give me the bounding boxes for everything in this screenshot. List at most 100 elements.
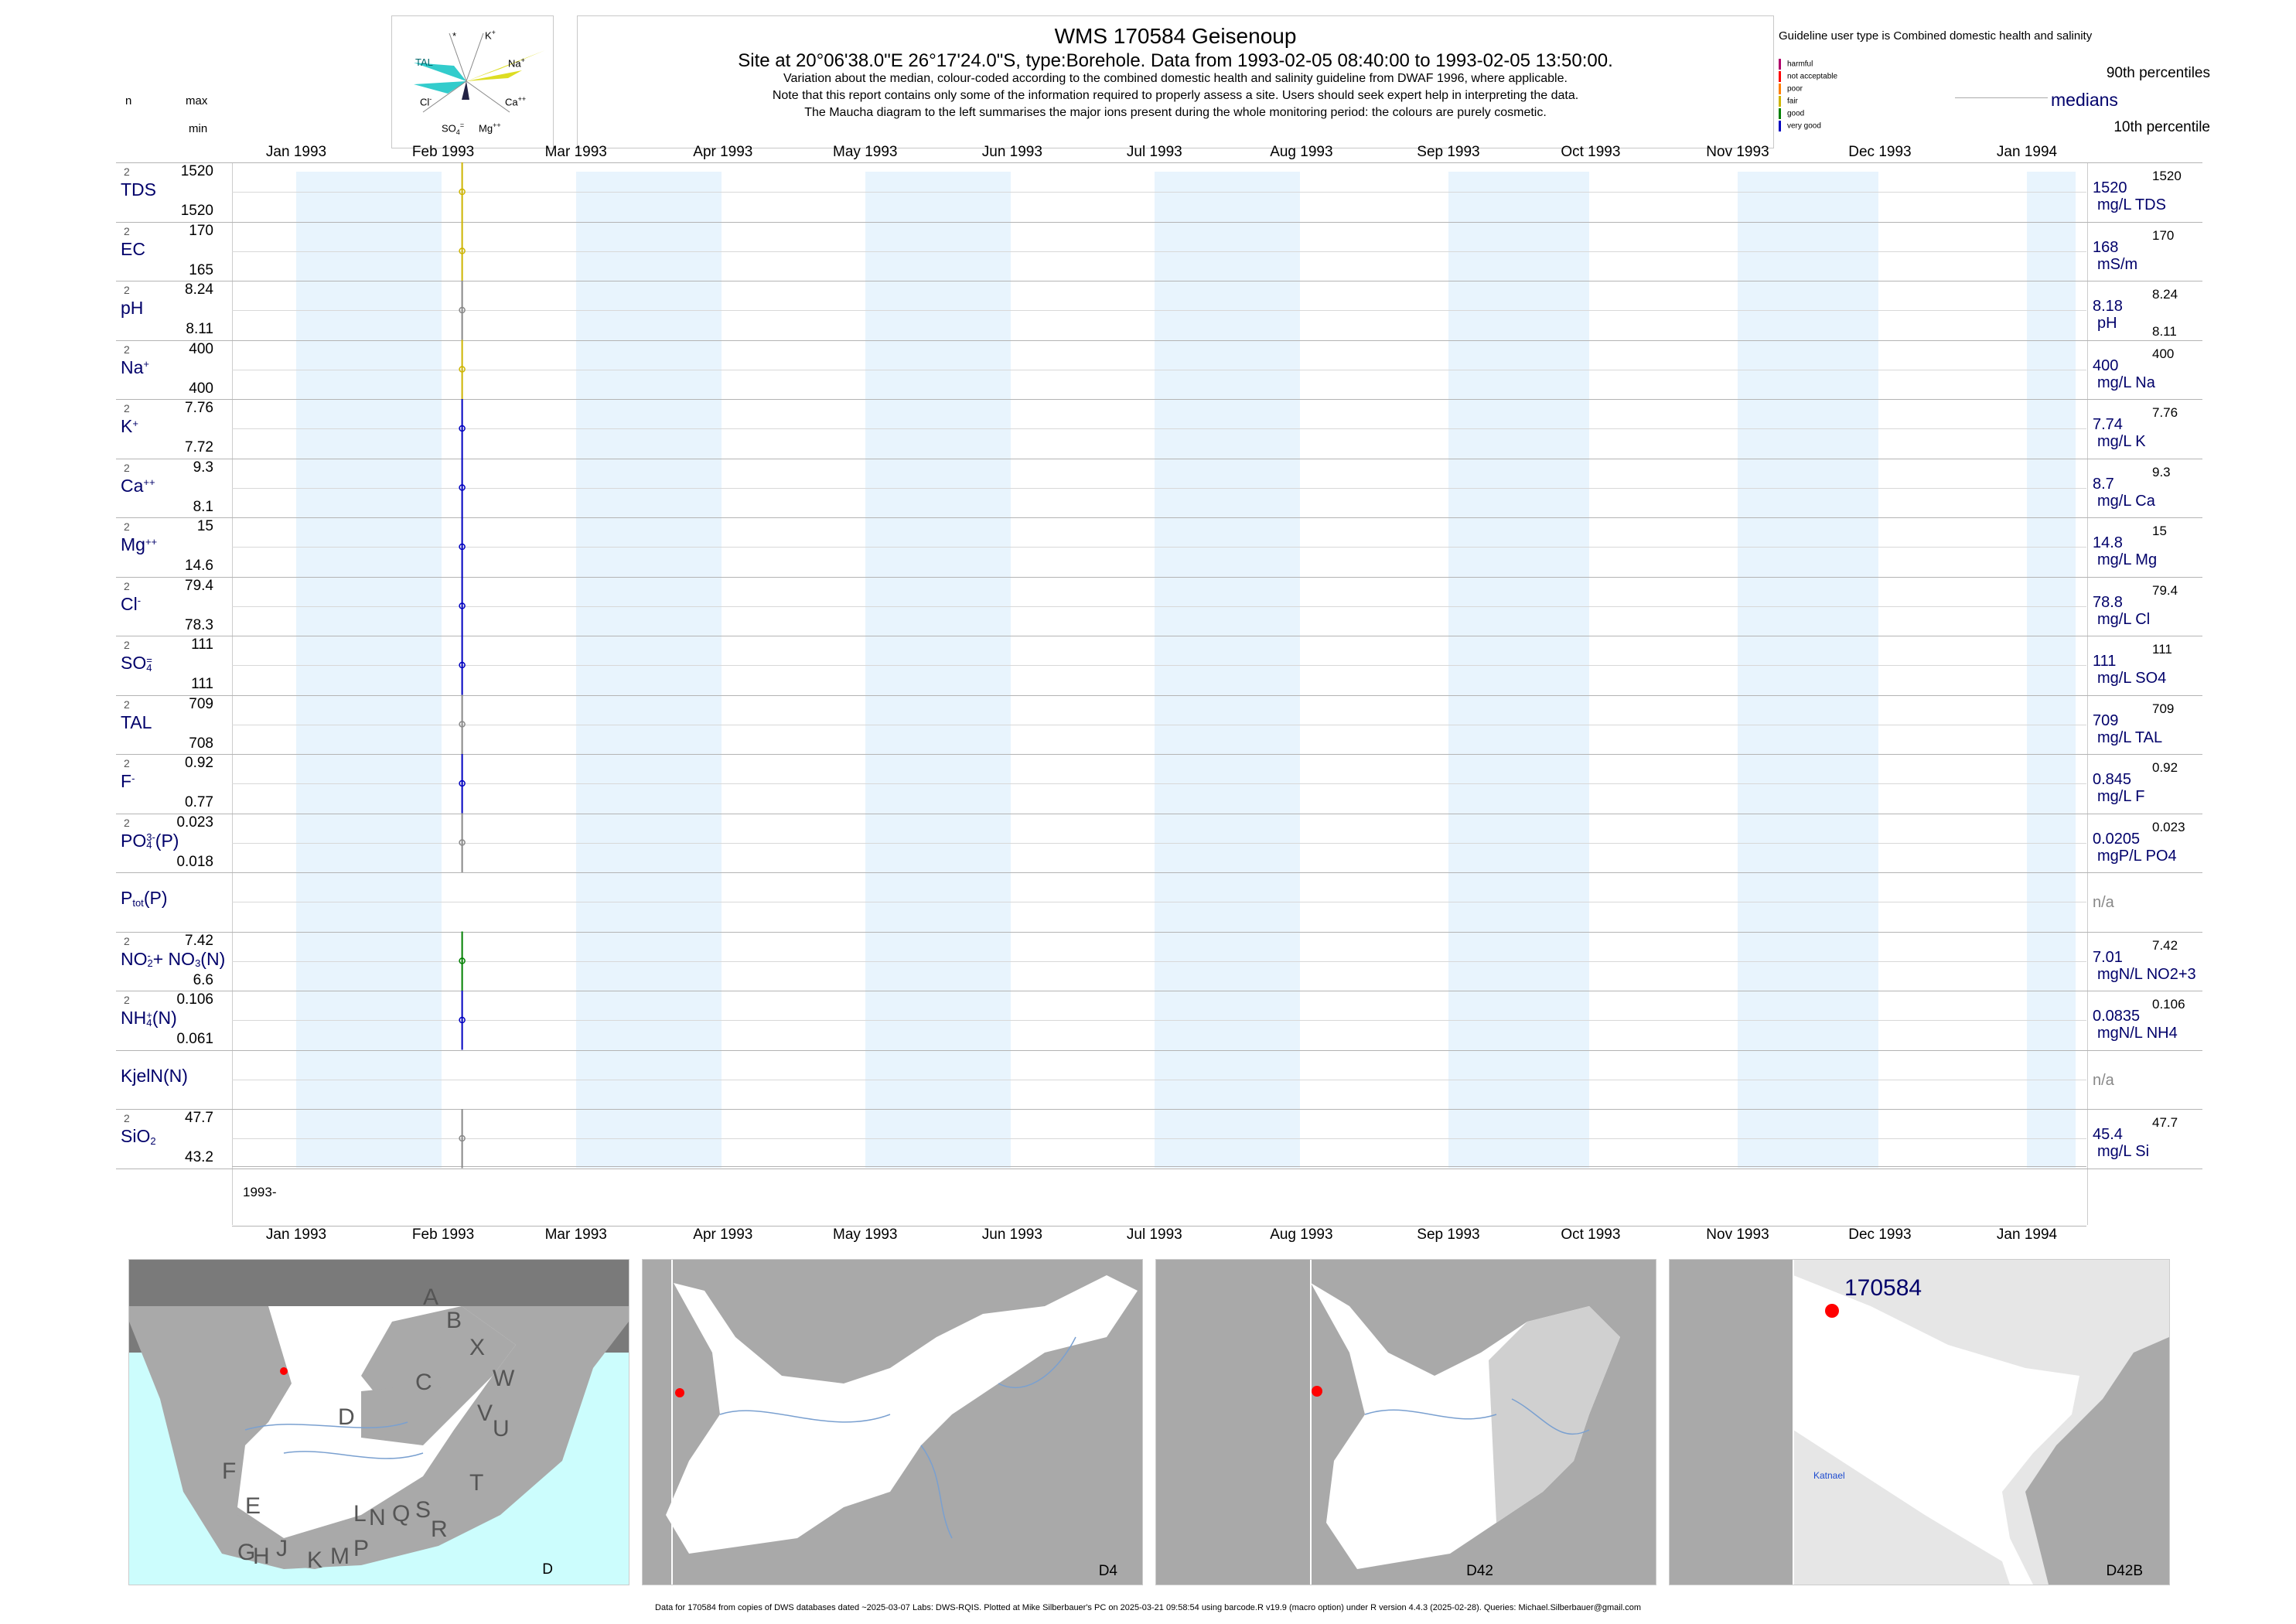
- maucha-axis: [422, 80, 467, 113]
- legend-label: not acceptable: [1787, 72, 1838, 81]
- row-midline: [232, 547, 2086, 548]
- unit-label: mg/L F: [2097, 788, 2145, 805]
- p90-value: 8.24: [2152, 287, 2178, 302]
- p90-value: 1520: [2152, 169, 2182, 183]
- median-value: 168: [2093, 238, 2119, 256]
- median-value: 78.8: [2093, 593, 2123, 611]
- sample-count: 2: [124, 165, 130, 178]
- map-label-d42: D42: [1466, 1563, 1493, 1579]
- sample-point: [459, 602, 466, 609]
- param-label: PO 3- 4 (P): [121, 830, 179, 851]
- sample-point: [459, 1016, 466, 1024]
- chart-frame: [232, 162, 2088, 1225]
- row-separator: [116, 517, 2202, 518]
- sample-count: 2: [124, 284, 130, 296]
- param-label: Ca ++: [121, 475, 155, 496]
- month-band: [1448, 172, 1589, 1168]
- month-tick-label: May 1993: [833, 144, 898, 160]
- month-band: [865, 172, 1011, 1168]
- map-region-letter: M: [330, 1544, 350, 1569]
- unit-label: mg/L Ca: [2097, 492, 2155, 510]
- sample-count: 2: [124, 402, 130, 415]
- sample-point: [459, 543, 466, 551]
- median-value: 0.0205: [2093, 830, 2141, 848]
- param-label: KjelN(N): [121, 1065, 188, 1086]
- map-label-d: D: [542, 1561, 553, 1578]
- legend-swatch: [1779, 84, 1781, 94]
- max-value: 9.3: [193, 459, 213, 476]
- map-region-letter: Q: [392, 1501, 411, 1527]
- sample-count: 2: [124, 224, 130, 237]
- unit-label: mS/m: [2097, 255, 2138, 273]
- map-site-label: 170584: [1844, 1275, 1922, 1301]
- bottom-axis-box: [232, 1166, 2086, 1227]
- param-label: P tot (P): [121, 888, 168, 909]
- min-value: 7.72: [185, 439, 213, 455]
- plot-area: [459, 162, 466, 1169]
- max-value: 400: [189, 340, 213, 357]
- month-band: [575, 172, 722, 1168]
- unit-label: mg/L Si: [2097, 1143, 2150, 1160]
- min-value: 708: [189, 735, 213, 752]
- median-value: n/a: [2093, 894, 2114, 911]
- map-region-letter: F: [222, 1459, 237, 1484]
- month-band: [2027, 172, 2076, 1168]
- month-tick-label: Sep 1993: [1417, 144, 1480, 160]
- map-d-drawing: [129, 1260, 629, 1569]
- min-value: 1520: [180, 203, 213, 219]
- min-value: 0.061: [176, 1031, 213, 1047]
- maucha-dark-segment: [462, 81, 469, 100]
- param-label: SO = 4: [121, 653, 152, 674]
- header-note-1: Variation about the median, colour-coded…: [783, 72, 1568, 85]
- maucha-label-k: K+: [485, 29, 496, 42]
- row-separator: [116, 694, 2202, 696]
- map-d4-drawing: [666, 1260, 1138, 1585]
- max-value: 15: [196, 518, 213, 534]
- param-label: NO -2 + NO 3 (N): [121, 948, 226, 970]
- sample-count: 2: [124, 1112, 130, 1124]
- param-label: Cl -: [121, 593, 142, 614]
- unit-label: mg/L Mg: [2097, 551, 2158, 568]
- maucha-axis: [466, 32, 484, 82]
- month-tick-label: Feb 1993: [411, 1227, 475, 1243]
- sample-point: [459, 957, 466, 964]
- map-region-letter: T: [469, 1470, 484, 1496]
- p90-value: 111: [2152, 642, 2172, 657]
- legend-median-line: [1955, 97, 2048, 98]
- month-tick-label: Jan 1993: [265, 1227, 327, 1243]
- row-separator: [116, 399, 2202, 400]
- unit-label: mgN/L NH4: [2097, 1025, 2178, 1042]
- month-tick-label: Jun 1993: [981, 144, 1042, 160]
- min-value: 0.77: [185, 794, 213, 810]
- legend: Guideline user type is Combined domestic…: [1779, 29, 2212, 145]
- unit-label: mg/L Cl: [2097, 610, 2151, 628]
- min-value: 8.11: [186, 321, 213, 337]
- max-value: 111: [191, 636, 213, 653]
- month-tick-label: Jul 1993: [1126, 1227, 1182, 1243]
- unit-label: mgN/L NO2+3: [2097, 965, 2196, 983]
- param-label: SiO 2: [121, 1126, 156, 1147]
- month-tick-label: Apr 1993: [693, 1227, 753, 1243]
- row-midline: [232, 487, 2086, 489]
- sample-point: [459, 661, 466, 669]
- p90-value: 7.76: [2152, 405, 2178, 420]
- median-value: 45.4: [2093, 1126, 2123, 1143]
- map-region-letter: K: [307, 1547, 323, 1573]
- map-region-letter: E: [245, 1493, 261, 1519]
- sample-point: [459, 484, 466, 491]
- maucha-label-na: Na+: [508, 56, 525, 70]
- month-band: [296, 172, 442, 1168]
- legend-item: harmful: [1779, 59, 1813, 70]
- min-value: 400: [189, 380, 213, 397]
- sample-count: 2: [124, 757, 130, 769]
- max-value: 79.4: [185, 577, 213, 594]
- month-tick-label: Sep 1993: [1417, 1227, 1480, 1243]
- p90-value: 7.42: [2152, 937, 2178, 953]
- median-value: n/a: [2093, 1071, 2114, 1089]
- min-value: 6.6: [193, 971, 213, 988]
- maucha-label-ca: Ca++: [505, 95, 527, 108]
- max-value: 0.92: [185, 755, 213, 771]
- p90-value: 0.023: [2152, 819, 2185, 834]
- param-label: Na +: [121, 357, 149, 377]
- max-value: 0.106: [176, 991, 213, 1008]
